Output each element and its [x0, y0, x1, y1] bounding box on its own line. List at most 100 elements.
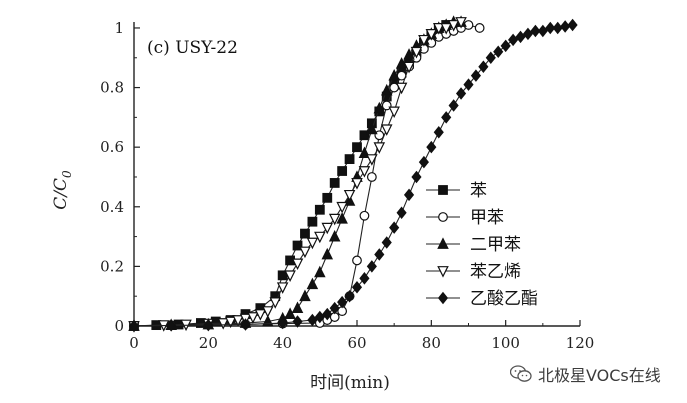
- data-point: [306, 277, 319, 290]
- watermark-text: 北极星VOCs在线: [538, 366, 661, 385]
- data-point: [291, 258, 304, 271]
- data-point: [359, 210, 370, 221]
- legend-label: 二甲苯: [470, 235, 521, 255]
- x-tick-label: 0: [129, 334, 139, 352]
- y-axis-title-main: C/C: [51, 178, 71, 210]
- data-point: [381, 236, 392, 249]
- data-point: [425, 29, 438, 41]
- data-point: [262, 306, 274, 318]
- y-tick-label: 0: [114, 317, 124, 335]
- data-point: [432, 23, 445, 35]
- data-point: [224, 316, 237, 329]
- data-point: [306, 237, 319, 250]
- data-point: [351, 281, 363, 294]
- data-point: [455, 87, 467, 100]
- data-point: [247, 312, 259, 324]
- data-point: [463, 78, 474, 91]
- y-tick-label: 1: [114, 19, 124, 37]
- legend-item-1: 苯: [426, 181, 487, 201]
- data-point: [440, 23, 452, 35]
- data-point: [343, 189, 356, 202]
- legend-label: 苯: [470, 181, 487, 201]
- data-point: [344, 289, 355, 303]
- data-point: [291, 301, 304, 314]
- data-point: [410, 46, 423, 59]
- data-point: [336, 201, 348, 214]
- data-point: [299, 246, 311, 259]
- series-layer: [128, 15, 578, 333]
- data-point: [366, 260, 377, 273]
- y-axis-title-sub: 0: [60, 170, 74, 178]
- data-point: [381, 100, 392, 111]
- x-tick-label: 80: [422, 334, 441, 352]
- x-tick-label: 100: [491, 334, 520, 352]
- data-point: [269, 297, 282, 309]
- x-tick-label: 120: [566, 334, 595, 352]
- legend-item-4: 苯乙烯: [426, 262, 521, 282]
- data-point: [388, 106, 400, 119]
- data-point: [441, 111, 452, 124]
- data-point: [380, 124, 393, 136]
- data-point: [203, 318, 214, 332]
- data-point: [217, 318, 229, 330]
- data-point: [493, 45, 504, 59]
- data-point: [299, 289, 311, 302]
- data-point: [307, 216, 318, 227]
- legend-item-2: 甲苯: [426, 208, 504, 228]
- data-point: [388, 69, 400, 81]
- wechat-icon: [510, 365, 532, 382]
- data-point: [254, 309, 267, 321]
- y-tick-label: 0.6: [100, 138, 124, 156]
- data-point: [522, 27, 534, 41]
- series-line: [133, 24, 480, 327]
- data-point: [366, 122, 378, 135]
- data-point: [515, 30, 526, 44]
- legend-label: 乙酸乙酯: [470, 289, 538, 309]
- data-point: [284, 307, 296, 319]
- data-point: [292, 315, 303, 328]
- data-point: [166, 319, 177, 332]
- data-point: [352, 255, 362, 266]
- data-point: [396, 206, 407, 219]
- x-tick-label: 20: [199, 334, 218, 352]
- legend-item-5: 乙酸乙酯: [426, 289, 538, 309]
- legend-marker: [438, 185, 448, 195]
- data-point: [380, 83, 393, 96]
- legend-item-3: 二甲苯: [426, 235, 521, 255]
- data-point: [329, 301, 340, 315]
- legend-marker: [437, 266, 449, 278]
- legend-marker: [438, 212, 448, 222]
- data-point: [447, 20, 460, 32]
- data-point: [336, 212, 348, 224]
- x-axis-title: 时间(min): [310, 373, 390, 393]
- series-2: [129, 20, 485, 331]
- data-point: [426, 140, 437, 154]
- data-point: [530, 24, 541, 38]
- data-point: [389, 221, 400, 234]
- data-point: [328, 229, 341, 242]
- data-point: [411, 170, 422, 184]
- data-point: [545, 21, 556, 35]
- data-point: [567, 18, 578, 32]
- x-tick-label: 60: [347, 334, 366, 352]
- y-tick-label: 0.2: [100, 257, 124, 275]
- panel-label: (c) USY-22: [147, 38, 238, 58]
- data-point: [322, 192, 333, 203]
- data-point: [322, 307, 333, 321]
- data-point: [352, 142, 362, 153]
- data-point: [321, 222, 334, 235]
- data-point: [552, 21, 563, 35]
- data-point: [403, 48, 415, 60]
- legend-label: 苯乙烯: [470, 262, 521, 282]
- data-point: [359, 272, 370, 285]
- y-tick-label: 0.4: [100, 198, 124, 216]
- data-point: [329, 178, 340, 188]
- axes: 0 20 40 60 80 100 120 0 0.2 0.4 0.6 0.8 1: [100, 19, 594, 352]
- data-point: [358, 166, 371, 178]
- legend-marker: [437, 291, 449, 305]
- data-point: [128, 319, 140, 333]
- data-point: [292, 240, 303, 251]
- data-point: [395, 82, 408, 95]
- data-point: [337, 295, 348, 309]
- data-point: [366, 172, 377, 182]
